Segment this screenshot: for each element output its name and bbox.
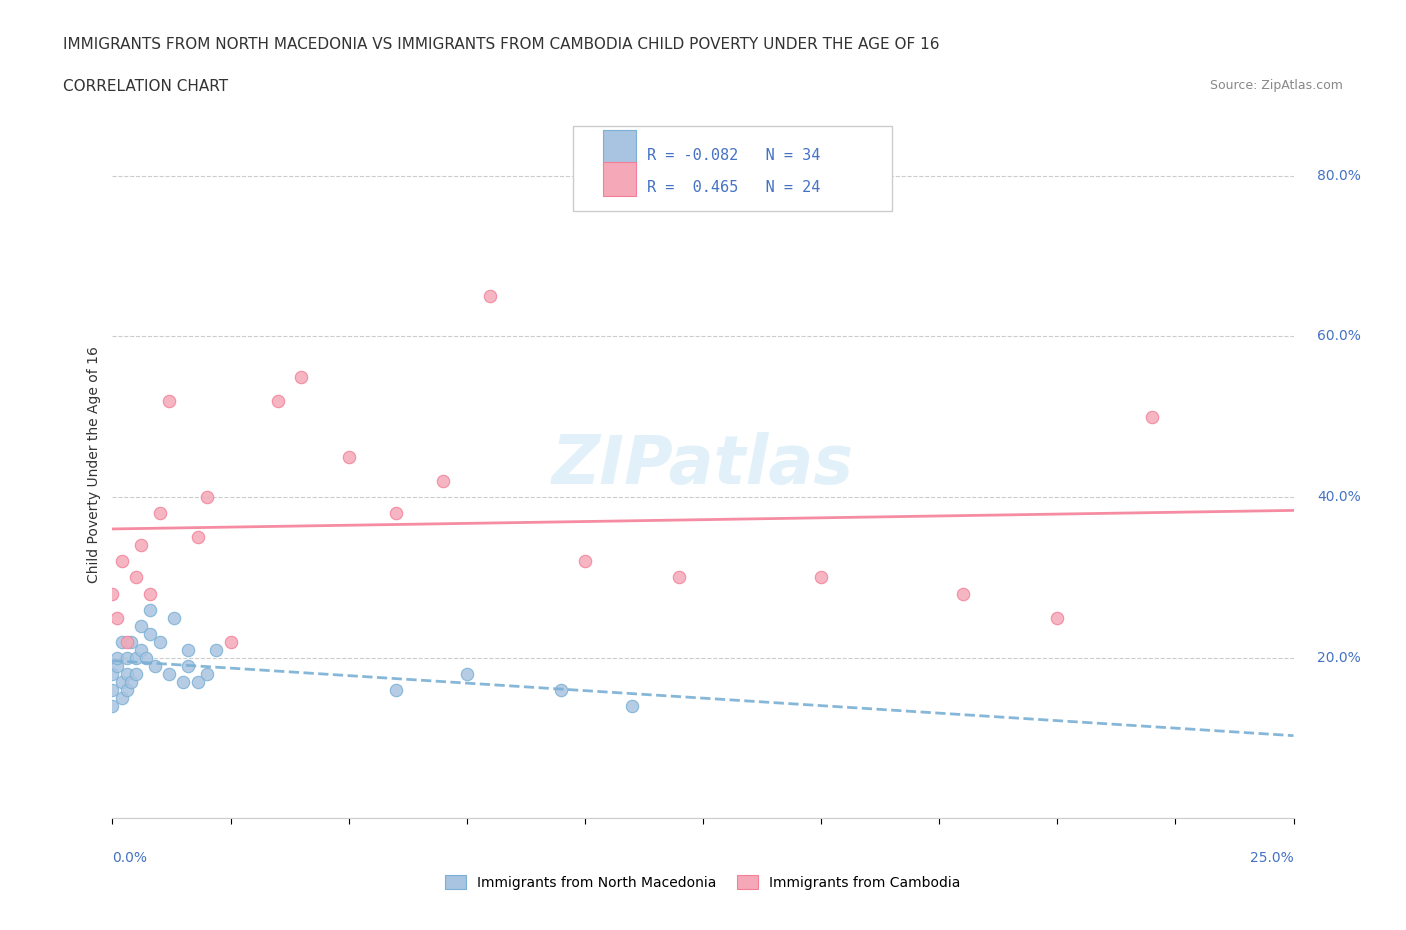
- Point: [129, 618, 152, 633]
- Point: [105, 658, 128, 673]
- Text: R = -0.082   N = 34: R = -0.082 N = 34: [648, 148, 821, 163]
- Point: [157, 667, 180, 682]
- Point: [125, 650, 148, 665]
- Point: [129, 643, 152, 658]
- Point: [120, 634, 142, 649]
- Bar: [603, 130, 636, 164]
- Point: [952, 586, 974, 601]
- Point: [139, 602, 162, 617]
- Point: [101, 586, 124, 601]
- Point: [195, 667, 218, 682]
- Point: [177, 658, 200, 673]
- Point: [115, 634, 138, 649]
- Point: [139, 586, 162, 601]
- Point: [621, 698, 644, 713]
- Point: [105, 650, 128, 665]
- Point: [111, 674, 134, 689]
- Point: [219, 634, 242, 649]
- Point: [135, 650, 157, 665]
- Text: CORRELATION CHART: CORRELATION CHART: [63, 79, 228, 94]
- Point: [149, 634, 172, 649]
- Point: [172, 674, 194, 689]
- Legend: Immigrants from North Macedonia, Immigrants from Cambodia: Immigrants from North Macedonia, Immigra…: [440, 870, 966, 896]
- Point: [115, 667, 138, 682]
- Text: 60.0%: 60.0%: [1317, 329, 1361, 343]
- Point: [111, 690, 134, 705]
- Point: [177, 643, 200, 658]
- Point: [385, 506, 408, 521]
- Text: ZIPatlas: ZIPatlas: [553, 432, 853, 498]
- Text: IMMIGRANTS FROM NORTH MACEDONIA VS IMMIGRANTS FROM CAMBODIA CHILD POVERTY UNDER : IMMIGRANTS FROM NORTH MACEDONIA VS IMMIG…: [63, 37, 939, 52]
- Point: [125, 570, 148, 585]
- Point: [456, 667, 478, 682]
- Point: [129, 538, 152, 552]
- Text: R =  0.465   N = 24: R = 0.465 N = 24: [648, 180, 821, 195]
- Point: [163, 610, 186, 625]
- Text: 80.0%: 80.0%: [1317, 169, 1361, 183]
- Point: [1046, 610, 1069, 625]
- Point: [105, 610, 128, 625]
- Point: [205, 643, 228, 658]
- Point: [479, 289, 502, 304]
- FancyBboxPatch shape: [574, 126, 891, 210]
- Text: 0.0%: 0.0%: [112, 851, 148, 865]
- Point: [574, 554, 596, 569]
- Y-axis label: Child Poverty Under the Age of 16: Child Poverty Under the Age of 16: [87, 347, 101, 583]
- Point: [385, 683, 408, 698]
- Point: [195, 490, 218, 505]
- Point: [115, 650, 138, 665]
- Text: 25.0%: 25.0%: [1250, 851, 1294, 865]
- Text: Source: ZipAtlas.com: Source: ZipAtlas.com: [1209, 79, 1343, 92]
- Point: [101, 683, 124, 698]
- Point: [101, 698, 124, 713]
- Bar: [603, 163, 636, 196]
- Point: [115, 683, 138, 698]
- Point: [1140, 409, 1163, 424]
- Point: [139, 626, 162, 641]
- Point: [111, 554, 134, 569]
- Point: [550, 683, 572, 698]
- Point: [111, 634, 134, 649]
- Point: [149, 506, 172, 521]
- Point: [267, 393, 290, 408]
- Point: [810, 570, 832, 585]
- Point: [186, 674, 208, 689]
- Point: [337, 449, 360, 464]
- Point: [157, 393, 180, 408]
- Point: [143, 658, 166, 673]
- Point: [668, 570, 690, 585]
- Text: 40.0%: 40.0%: [1317, 490, 1361, 504]
- Text: 20.0%: 20.0%: [1317, 651, 1361, 665]
- Point: [125, 667, 148, 682]
- Point: [186, 530, 208, 545]
- Point: [101, 667, 124, 682]
- Point: [432, 473, 454, 488]
- Point: [290, 369, 312, 384]
- Point: [120, 674, 142, 689]
